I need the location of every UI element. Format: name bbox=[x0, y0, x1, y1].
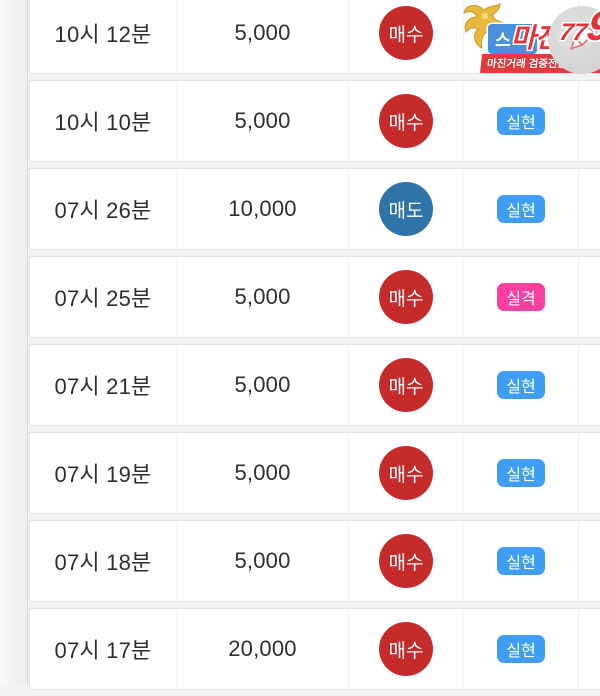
position-cell: 매수 bbox=[348, 521, 463, 601]
position-cell: 매수 bbox=[348, 257, 463, 337]
page-left-gutter bbox=[0, 0, 27, 684]
trade-time: 07시 18분 bbox=[54, 550, 152, 575]
extra-cell bbox=[578, 257, 600, 337]
trade-amount: 5,000 bbox=[234, 20, 291, 45]
extra-cell bbox=[578, 169, 600, 249]
trade-time-cell: 07시 21분 bbox=[30, 345, 176, 425]
status-badge: 실현 bbox=[497, 547, 545, 575]
status-cell: 실현 bbox=[463, 433, 578, 513]
position-badge: 매수 bbox=[379, 446, 433, 500]
table-row: 10시 12분 5,000 매수 bbox=[29, 0, 600, 74]
position-cell: 매수 bbox=[348, 0, 463, 73]
trade-amount-cell: 20,000 bbox=[176, 609, 348, 689]
status-badge: 실현 bbox=[497, 107, 545, 135]
trade-time: 07시 19분 bbox=[54, 462, 152, 487]
status-cell: 실현 bbox=[463, 521, 578, 601]
extra-cell bbox=[578, 433, 600, 513]
position-cell: 매도 bbox=[348, 169, 463, 249]
trade-time: 10시 12분 bbox=[54, 22, 152, 47]
status-badge: 실격 bbox=[497, 283, 545, 311]
page-divider-line bbox=[27, 0, 28, 684]
trade-time-cell: 07시 19분 bbox=[30, 433, 176, 513]
trade-time: 07시 17분 bbox=[54, 638, 152, 663]
status-badge: 실현 bbox=[497, 371, 545, 399]
extra-cell bbox=[578, 81, 600, 161]
trade-amount-cell: 5,000 bbox=[176, 81, 348, 161]
status-cell: 실현 bbox=[463, 345, 578, 425]
position-badge: 매수 bbox=[379, 534, 433, 588]
extra-cell bbox=[578, 521, 600, 601]
trade-time: 07시 21분 bbox=[54, 374, 152, 399]
trade-amount-cell: 5,000 bbox=[176, 257, 348, 337]
position-badge: 매수 bbox=[379, 94, 433, 148]
trade-time: 10시 10분 bbox=[54, 110, 152, 135]
position-badge: 매수 bbox=[379, 6, 433, 60]
position-badge: 매수 bbox=[379, 358, 433, 412]
trade-amount: 5,000 bbox=[234, 372, 291, 397]
position-cell: 매수 bbox=[348, 609, 463, 689]
trade-amount: 5,000 bbox=[234, 108, 291, 133]
status-cell: 실격 bbox=[463, 257, 578, 337]
trade-amount: 5,000 bbox=[234, 460, 291, 485]
extra-cell bbox=[578, 609, 600, 689]
trade-amount-cell: 5,000 bbox=[176, 345, 348, 425]
trade-amount: 10,000 bbox=[228, 196, 297, 221]
position-badge: 매수 bbox=[379, 622, 433, 676]
status-badge: 실현 bbox=[497, 195, 545, 223]
table-row: 07시 25분 5,000 매수 실격 bbox=[29, 256, 600, 338]
position-cell: 매수 bbox=[348, 81, 463, 161]
trade-amount-cell: 10,000 bbox=[176, 169, 348, 249]
table-row: 07시 19분 5,000 매수 실현 bbox=[29, 432, 600, 514]
trade-time-cell: 10시 10분 bbox=[30, 81, 176, 161]
table-row: 07시 26분 10,000 매도 실현 bbox=[29, 168, 600, 250]
trade-history-table: 10시 12분 5,000 매수 10시 10분 5,000 매수 실현 07시… bbox=[29, 0, 600, 696]
trade-amount-cell: 5,000 bbox=[176, 433, 348, 513]
position-badge: 매도 bbox=[379, 182, 433, 236]
trade-time-cell: 07시 25분 bbox=[30, 257, 176, 337]
trade-time-cell: 07시 18분 bbox=[30, 521, 176, 601]
trade-amount-cell: 5,000 bbox=[176, 521, 348, 601]
status-badge: 실현 bbox=[497, 459, 545, 487]
status-cell: 실현 bbox=[463, 169, 578, 249]
trade-time-cell: 10시 12분 bbox=[30, 0, 176, 73]
trade-amount-cell: 5,000 bbox=[176, 0, 348, 73]
trade-time-cell: 07시 17분 bbox=[30, 609, 176, 689]
status-badge: 실현 bbox=[497, 635, 545, 663]
table-row: 07시 18분 5,000 매수 실현 bbox=[29, 520, 600, 602]
position-cell: 매수 bbox=[348, 345, 463, 425]
trade-amount: 20,000 bbox=[228, 636, 297, 661]
pencil-icon bbox=[562, 18, 600, 63]
status-cell: 실현 bbox=[463, 609, 578, 689]
trade-time-cell: 07시 26분 bbox=[30, 169, 176, 249]
extra-cell bbox=[578, 345, 600, 425]
trade-time: 07시 26분 bbox=[54, 198, 152, 223]
table-row: 10시 10분 5,000 매수 실현 bbox=[29, 80, 600, 162]
position-cell: 매수 bbox=[348, 433, 463, 513]
table-row: 07시 21분 5,000 매수 실현 bbox=[29, 344, 600, 426]
trade-time: 07시 25분 bbox=[54, 286, 152, 311]
trade-amount: 5,000 bbox=[234, 548, 291, 573]
table-row: 07시 17분 20,000 매수 실현 bbox=[29, 608, 600, 690]
trade-amount: 5,000 bbox=[234, 284, 291, 309]
status-cell: 실현 bbox=[463, 81, 578, 161]
position-badge: 매수 bbox=[379, 270, 433, 324]
